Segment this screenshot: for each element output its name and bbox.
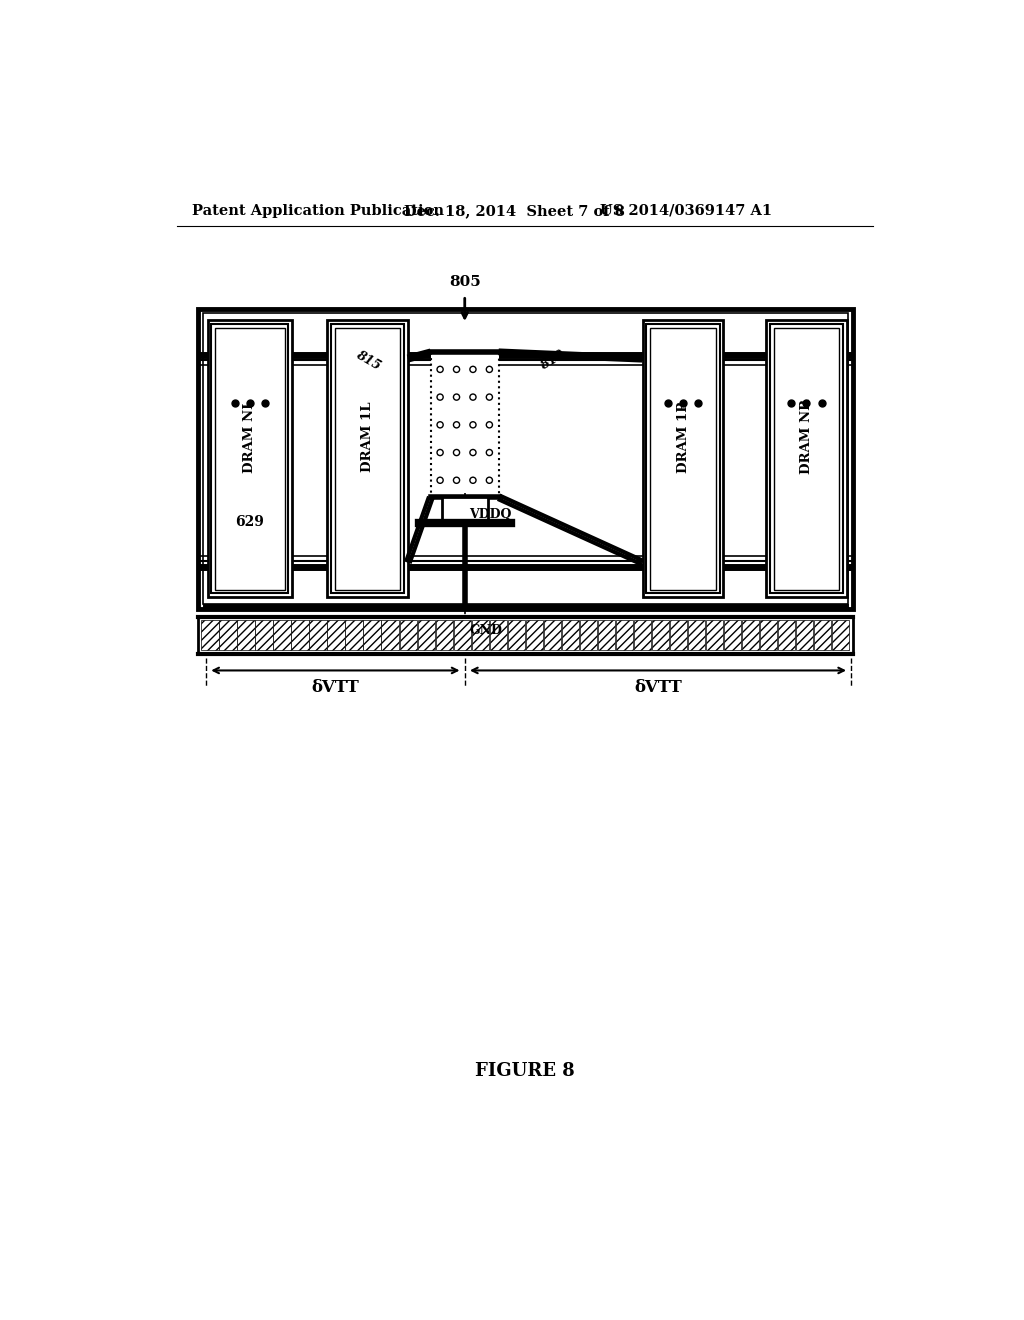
Bar: [766, 321, 847, 598]
Bar: [643, 321, 724, 598]
Bar: [724, 620, 741, 649]
Text: 805: 805: [449, 275, 480, 289]
Text: DRAM 1L: DRAM 1L: [360, 401, 374, 471]
Text: 629: 629: [236, 515, 264, 529]
Bar: [273, 620, 291, 649]
Text: FIGURE 8: FIGURE 8: [475, 1061, 574, 1080]
Bar: [651, 620, 669, 649]
Bar: [777, 620, 795, 649]
Text: DRAM NL: DRAM NL: [244, 400, 256, 473]
Bar: [773, 327, 839, 590]
Bar: [688, 620, 705, 649]
Bar: [399, 620, 417, 649]
Bar: [441, 498, 487, 524]
Bar: [255, 620, 272, 649]
Text: Dec. 18, 2014  Sheet 7 of 8: Dec. 18, 2014 Sheet 7 of 8: [403, 203, 625, 218]
Bar: [364, 620, 381, 649]
Bar: [435, 620, 453, 649]
Bar: [770, 323, 843, 594]
Bar: [431, 352, 499, 498]
Bar: [199, 616, 853, 653]
Bar: [292, 620, 308, 649]
Bar: [382, 620, 398, 649]
Bar: [331, 323, 403, 594]
Bar: [418, 620, 435, 649]
Text: δVTT: δVTT: [634, 678, 682, 696]
Bar: [238, 620, 255, 649]
Bar: [796, 620, 813, 649]
Bar: [650, 327, 716, 590]
Bar: [335, 327, 400, 590]
Bar: [202, 620, 219, 649]
Bar: [328, 620, 345, 649]
Bar: [215, 327, 285, 590]
Bar: [208, 321, 292, 598]
Text: GND: GND: [469, 624, 502, 638]
Bar: [544, 620, 561, 649]
Text: δVTT: δVTT: [311, 678, 359, 696]
Bar: [580, 620, 597, 649]
Text: Patent Application Publication: Patent Application Publication: [193, 203, 444, 218]
Bar: [471, 620, 488, 649]
Text: DRAM 1R: DRAM 1R: [677, 400, 689, 473]
Bar: [345, 620, 362, 649]
Bar: [203, 313, 848, 605]
Text: US 2014/0369147 A1: US 2014/0369147 A1: [600, 203, 772, 218]
Bar: [199, 309, 853, 609]
Bar: [760, 620, 777, 649]
Bar: [508, 620, 525, 649]
Bar: [525, 620, 543, 649]
Bar: [327, 321, 408, 598]
Bar: [634, 620, 651, 649]
Bar: [706, 620, 723, 649]
Bar: [489, 620, 507, 649]
Bar: [741, 620, 759, 649]
Bar: [454, 620, 471, 649]
Bar: [615, 620, 633, 649]
Text: VDDQ: VDDQ: [469, 508, 512, 520]
Bar: [670, 620, 687, 649]
Bar: [831, 620, 849, 649]
Bar: [598, 620, 614, 649]
Bar: [219, 620, 237, 649]
Text: 815: 815: [353, 348, 382, 372]
Text: DRAM NR: DRAM NR: [800, 399, 813, 474]
Bar: [561, 620, 579, 649]
Bar: [814, 620, 830, 649]
Bar: [309, 620, 327, 649]
Bar: [646, 323, 720, 594]
Bar: [211, 323, 289, 594]
Text: 810: 810: [538, 348, 567, 372]
